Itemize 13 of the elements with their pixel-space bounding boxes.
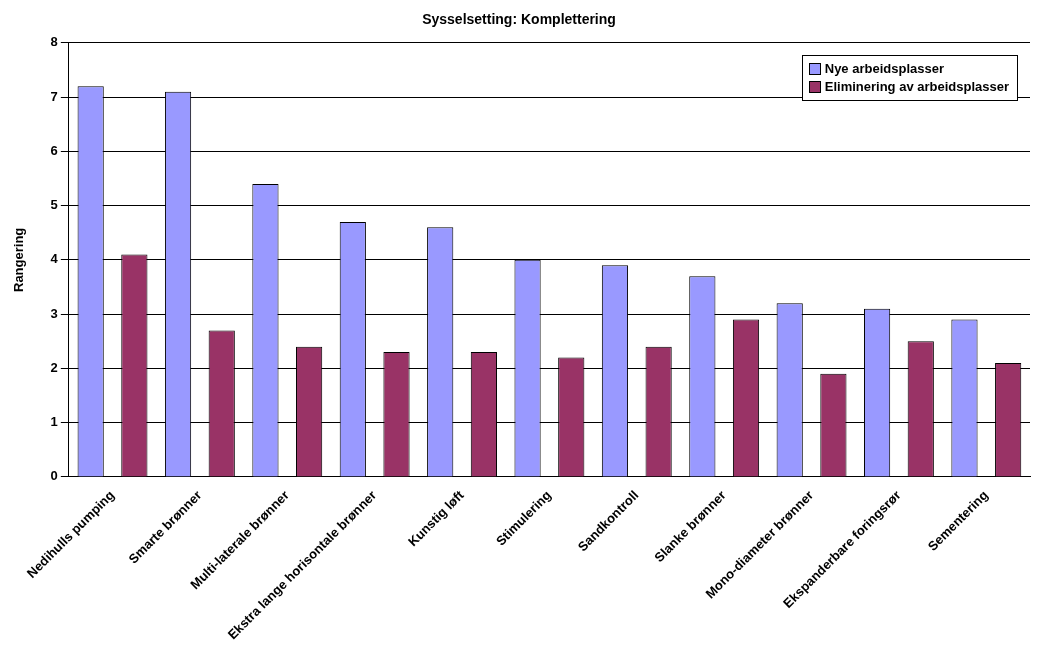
chart-title: Sysselsetting: Komplettering bbox=[422, 11, 616, 28]
y-tick-label: 8 bbox=[50, 34, 58, 50]
y-tick-label: 4 bbox=[50, 251, 59, 267]
y-tick-label: 1 bbox=[50, 414, 58, 430]
y-tick-label: 6 bbox=[50, 142, 58, 158]
y-tick-label: 3 bbox=[50, 305, 58, 321]
y-tick-label: 0 bbox=[50, 468, 58, 484]
y-tick-label: 2 bbox=[50, 359, 58, 375]
y-tick-label: 7 bbox=[50, 88, 58, 104]
legend-label: Eliminering av arbeidsplasser bbox=[824, 77, 1009, 96]
legend-label: Nye arbeidsplasser bbox=[824, 59, 944, 78]
y-axis-title: Rangering bbox=[11, 227, 27, 293]
y-tick-label: 5 bbox=[50, 197, 58, 213]
